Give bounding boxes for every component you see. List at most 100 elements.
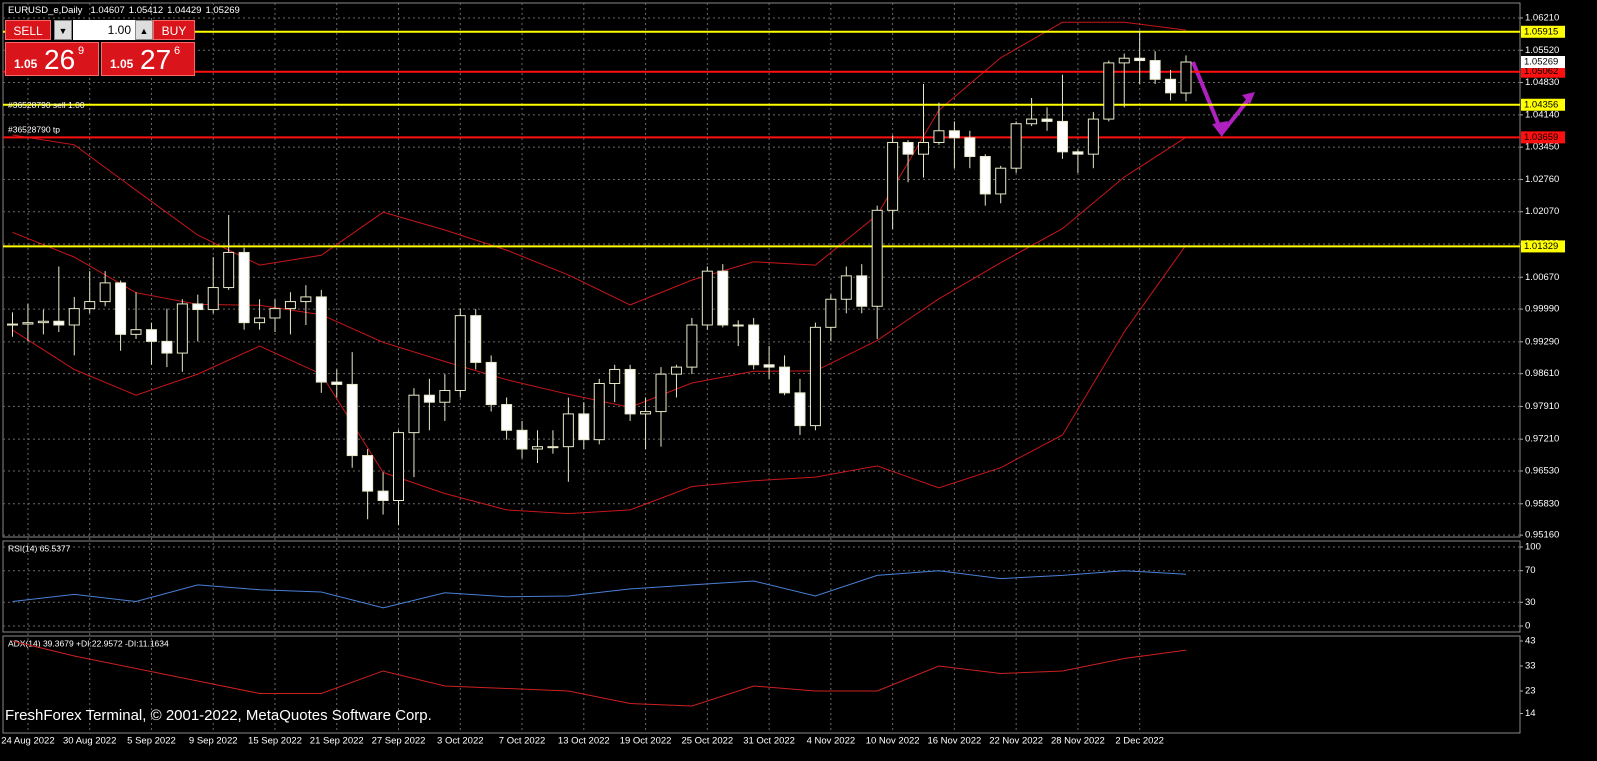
candle-body [748,324,760,366]
candle-body [640,411,652,415]
lot-up[interactable]: ▲ [135,20,153,40]
arrow-heads [1212,92,1255,137]
y-tick-label: 0.97210 [1525,434,1559,445]
candle-body [84,301,96,310]
candle-body [22,322,34,325]
bid-big: 1.05 [14,57,38,71]
candle-body [408,394,420,434]
candle-body [223,251,235,289]
y-tick-label: 70 [1525,565,1536,576]
candle-body [485,361,497,406]
candle-body [1165,78,1177,94]
indicator-line [12,244,1187,515]
y-tick-label: 1.00670 [1525,272,1559,283]
y-tick-label: 0.98610 [1525,368,1559,379]
bid-pips: 26 [44,44,76,75]
candle-body [948,130,960,139]
symbol: EURUSD_e,Daily [8,5,83,16]
candle-body [887,141,899,211]
candle-body [1134,57,1146,62]
candle-body [578,413,590,441]
buy-button[interactable]: BUY [153,20,195,40]
symbol-title: EURUSD_e,Daily 1.04607 1.05412 1.04429 1.052… [8,5,240,16]
candle-body [99,282,111,303]
trade-panel: SELL ▼ 1.00 ▲ BUY 1.05 26 9 1.05 27 6 [5,20,195,76]
lot-input[interactable]: 1.00 [73,20,135,40]
y-tick-label: 43 [1525,636,1536,647]
candle-body [1103,62,1115,120]
candle-body [161,340,173,354]
y-tick-label: 0.95160 [1525,530,1559,541]
y-tick-label: 0.95830 [1525,498,1559,509]
level-label: 1.01329 [1524,241,1558,252]
candle-body [794,392,806,427]
x-tick-label: 21 Sep 2022 [310,736,364,747]
candle-body [655,373,667,413]
candle-body [1087,118,1099,155]
x-tick-label: 9 Sep 2022 [189,736,238,747]
candle-body [145,329,157,342]
x-tick-label: 5 Sep 2022 [127,736,176,747]
x-tick-label: 7 Oct 2022 [499,736,545,747]
level-label: 1.05062 [1524,66,1558,77]
open: 1.04607 [90,5,124,16]
candle-body [1010,123,1022,169]
indicator-title: ADX(14) 39.3679 +DI:22.9572 -DI:11.1634 [8,638,169,648]
x-tick-label: 10 Nov 2022 [866,736,920,747]
lot-down[interactable]: ▼ [54,20,72,40]
candle-body [779,366,791,394]
candle-body [964,137,976,158]
y-tick-label: 30 [1525,597,1536,608]
bid-price[interactable]: 1.05 26 9 [5,42,99,76]
candle-body [1180,61,1192,94]
low: 1.04429 [167,5,201,16]
rsi-panel [2,540,1521,633]
candle-body [68,308,80,326]
y-tick-label: 1.04140 [1525,109,1559,120]
y-tick-label: 1.05520 [1525,45,1559,56]
candle-body [439,390,451,403]
x-tick-label: 27 Sep 2022 [372,736,426,747]
candle-body [1026,118,1038,125]
candle-body [115,282,127,335]
price-label: 1.05269 [1524,57,1558,68]
candle-body [871,209,883,307]
ask-price[interactable]: 1.05 27 6 [101,42,195,76]
x-tick-label: 31 Oct 2022 [743,736,795,747]
order-annotation: #36528790 tp [8,125,60,135]
candle-body [516,429,528,450]
candle-body [393,432,405,501]
candle-body [918,141,930,155]
candle-body [732,324,744,327]
candle-body [670,366,682,375]
ask-pips: 27 [140,44,172,75]
level-label-box [1521,240,1565,253]
candle-body [254,317,266,324]
y-tick-label: 0.99990 [1525,304,1559,315]
candle-body [562,413,574,448]
x-tick-label: 30 Aug 2022 [63,736,116,747]
level-label: 1.03659 [1524,132,1558,143]
x-tick-label: 4 Nov 2022 [807,736,856,747]
candle-body [1056,120,1068,153]
price-label-box [1521,56,1565,69]
y-tick-label: 1.04830 [1525,77,1559,88]
candle-body [531,446,543,450]
candle-body [856,275,868,307]
candle-body [300,296,312,303]
candle-body [7,323,18,326]
x-tick-label: 2 Dec 2022 [1115,736,1164,747]
y-tick-label: 1.02760 [1525,174,1559,185]
candle-body [377,490,389,501]
x-tick-label: 16 Nov 2022 [927,736,981,747]
candle-body [717,270,729,326]
candle-body [547,446,559,449]
candle-body [686,324,698,368]
candle-body [454,315,466,392]
sell-button[interactable]: SELL [5,20,51,40]
candle-body [37,320,49,324]
candle-body [624,368,636,415]
x-tick-label: 28 Nov 2022 [1051,736,1105,747]
x-tick-label: 24 Aug 2022 [1,736,54,747]
